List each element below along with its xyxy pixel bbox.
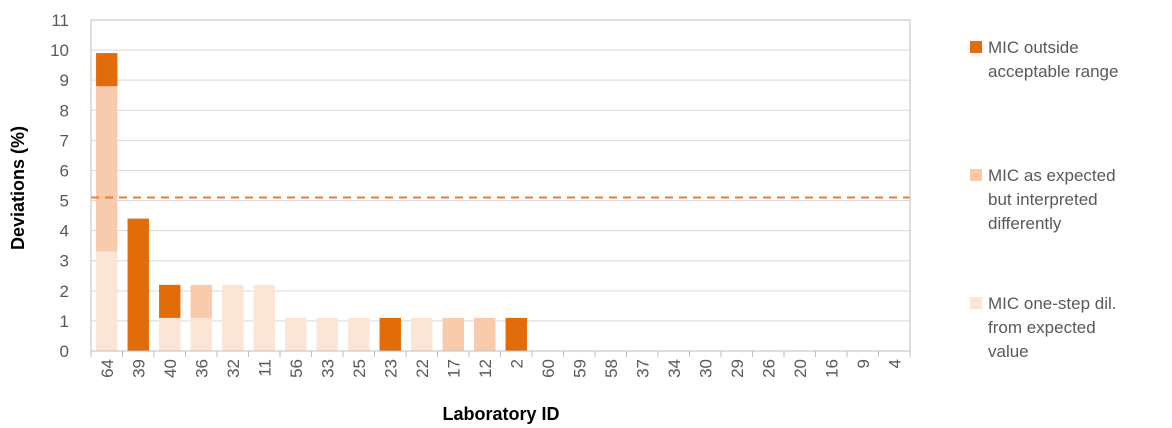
x-tick-label: 25 <box>350 359 369 378</box>
bar-segment <box>190 317 212 351</box>
legend-label-line: from expected <box>988 318 1096 337</box>
x-tick-label: 11 <box>255 359 274 377</box>
y-tick-label: 4 <box>60 222 69 241</box>
plot-area-border <box>90 19 911 352</box>
x-tick-label: 26 <box>759 359 778 378</box>
y-tick-label: 5 <box>60 192 69 211</box>
bar-segment <box>505 317 527 351</box>
y-tick-label: 6 <box>60 161 69 180</box>
y-tick-label: 11 <box>51 11 69 30</box>
x-tick-label: 2 <box>507 359 526 368</box>
bar-segment <box>411 317 433 351</box>
bar-segment <box>127 218 149 351</box>
y-tick-label: 2 <box>60 282 69 301</box>
bar-segment <box>253 284 275 351</box>
x-tick-label: 30 <box>696 359 715 378</box>
x-tick-label: 32 <box>224 359 243 378</box>
y-tick-label: 10 <box>50 41 69 60</box>
bar-segment <box>348 317 370 351</box>
bar-segment <box>96 86 118 252</box>
legend-label: MIC one-step dil. from expected value <box>988 292 1170 364</box>
x-tick-label: 29 <box>728 359 747 378</box>
x-tick-label: 20 <box>791 359 810 378</box>
y-tick-label: 1 <box>60 312 69 331</box>
x-tick-label: 39 <box>129 359 148 378</box>
legend-label: MIC as expected but interpreted differentl… <box>988 164 1170 236</box>
x-tick-label: 40 <box>161 359 180 378</box>
y-tick-label: 8 <box>60 101 69 120</box>
bar-segment <box>285 317 307 351</box>
bar-segment <box>222 284 244 351</box>
legend-label-line: MIC outside <box>988 38 1079 57</box>
bar-segment <box>159 317 181 351</box>
x-tick-label: 60 <box>539 359 558 378</box>
y-tick-labels: 0 1 2 3 4 5 6 7 8 9 10 11 <box>50 11 69 361</box>
y-tick-label: 0 <box>60 342 69 361</box>
bar-segment <box>159 284 181 318</box>
x-axis-title: Laboratory ID <box>442 404 559 424</box>
bar-segment <box>379 317 401 351</box>
x-tick-label: 64 <box>98 359 117 378</box>
plot-border <box>90 19 911 352</box>
legend-label-line: value <box>988 342 1029 361</box>
legend-label: MIC outside acceptable range <box>988 36 1170 84</box>
legend-label-line: differently <box>988 214 1062 233</box>
x-tick-label: 16 <box>822 359 841 378</box>
x-tick-label: 9 <box>854 359 873 368</box>
x-tick-label: 4 <box>885 359 904 368</box>
gridlines <box>91 19 910 352</box>
x-tick-labels: 64 39 40 36 32 11 56 33 25 23 22 17 12 2 60 59 58 37 34 30 2… <box>90 351 911 378</box>
x-tick-label: 59 <box>570 359 589 378</box>
y-tick-label: 3 <box>60 252 69 271</box>
legend-label-line: MIC one-step dil. <box>988 294 1117 313</box>
x-tick-label: 34 <box>665 359 684 378</box>
legend-swatch <box>970 169 982 181</box>
y-axis-title: Deviations (%) <box>8 126 28 250</box>
x-tick-label: 58 <box>602 359 621 378</box>
bar-segment <box>474 317 496 351</box>
x-tick-label: 23 <box>381 359 400 378</box>
x-tick-label: 56 <box>287 359 306 378</box>
x-tick-label: 12 <box>476 359 495 378</box>
bar-segment <box>442 317 464 351</box>
x-tick-label: 33 <box>318 359 337 378</box>
legend-label-line: acceptable range <box>988 62 1119 81</box>
legend-label-line: MIC as expected <box>988 166 1116 185</box>
bar-segment <box>316 317 338 351</box>
bar-segment <box>96 53 118 87</box>
bar-segment <box>96 251 118 351</box>
bar-segment <box>190 284 212 318</box>
y-tick-label: 9 <box>60 71 69 90</box>
legend-swatch <box>970 41 982 53</box>
legend-swatch <box>970 297 982 309</box>
x-tick-label: 22 <box>413 359 432 378</box>
legend-label-line: but interpreted <box>988 190 1098 209</box>
x-tick-label: 36 <box>192 359 211 378</box>
y-tick-label: 7 <box>60 131 69 150</box>
x-tick-label: 17 <box>444 359 463 378</box>
x-tick-label: 37 <box>633 359 652 378</box>
bars <box>96 53 527 351</box>
